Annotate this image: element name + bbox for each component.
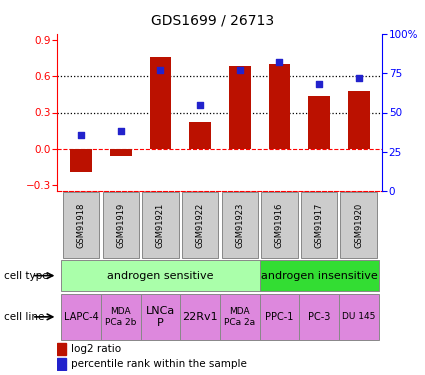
Bar [301, 192, 337, 258]
Bar [189, 122, 211, 149]
Text: GSM91920: GSM91920 [354, 202, 363, 248]
Bar [339, 294, 379, 340]
Bar [57, 358, 66, 370]
Text: GSM91923: GSM91923 [235, 202, 244, 248]
Point [355, 75, 362, 81]
Bar [182, 192, 218, 258]
Bar [70, 149, 92, 172]
Text: 22Rv1: 22Rv1 [182, 312, 218, 322]
Point [236, 67, 243, 73]
Bar [57, 344, 66, 355]
Text: LNCa
P: LNCa P [146, 306, 175, 328]
Text: cell line: cell line [4, 312, 45, 322]
Point [276, 59, 283, 65]
Point [157, 67, 164, 73]
Bar [340, 192, 377, 258]
Text: GSM91918: GSM91918 [76, 202, 86, 248]
Bar [180, 294, 220, 340]
Text: GSM91917: GSM91917 [314, 202, 323, 248]
Point [78, 132, 85, 138]
Text: cell type: cell type [4, 271, 49, 280]
Text: MDA
PCa 2a: MDA PCa 2a [224, 307, 255, 327]
Bar [221, 192, 258, 258]
Text: LAPC-4: LAPC-4 [64, 312, 99, 322]
Bar [260, 260, 379, 291]
Text: GSM91922: GSM91922 [196, 202, 204, 248]
Bar [102, 192, 139, 258]
Text: GDS1699 / 26713: GDS1699 / 26713 [151, 13, 274, 27]
Text: log2 ratio: log2 ratio [71, 344, 121, 354]
Text: PPC-1: PPC-1 [265, 312, 294, 322]
Bar [101, 294, 141, 340]
Bar [261, 192, 298, 258]
Bar [63, 192, 99, 258]
Text: GSM91916: GSM91916 [275, 202, 284, 248]
Text: androgen insensitive: androgen insensitive [261, 271, 377, 280]
Bar [61, 294, 101, 340]
Point [316, 81, 323, 87]
Text: GSM91919: GSM91919 [116, 202, 125, 248]
Bar [110, 149, 132, 156]
Text: GSM91921: GSM91921 [156, 202, 165, 248]
Bar [308, 96, 330, 149]
Bar [348, 91, 370, 149]
Text: androgen sensitive: androgen sensitive [107, 271, 214, 280]
Bar [141, 294, 180, 340]
Bar [229, 66, 251, 149]
Point [117, 128, 124, 134]
Text: PC-3: PC-3 [308, 312, 330, 322]
Bar [299, 294, 339, 340]
Bar [61, 260, 260, 291]
Point [197, 102, 204, 108]
Text: MDA
PCa 2b: MDA PCa 2b [105, 307, 136, 327]
Bar [150, 57, 171, 149]
Bar [220, 294, 260, 340]
Text: percentile rank within the sample: percentile rank within the sample [71, 359, 247, 369]
Bar [269, 64, 290, 149]
Bar [142, 192, 178, 258]
Text: DU 145: DU 145 [342, 312, 375, 321]
Bar [260, 294, 299, 340]
